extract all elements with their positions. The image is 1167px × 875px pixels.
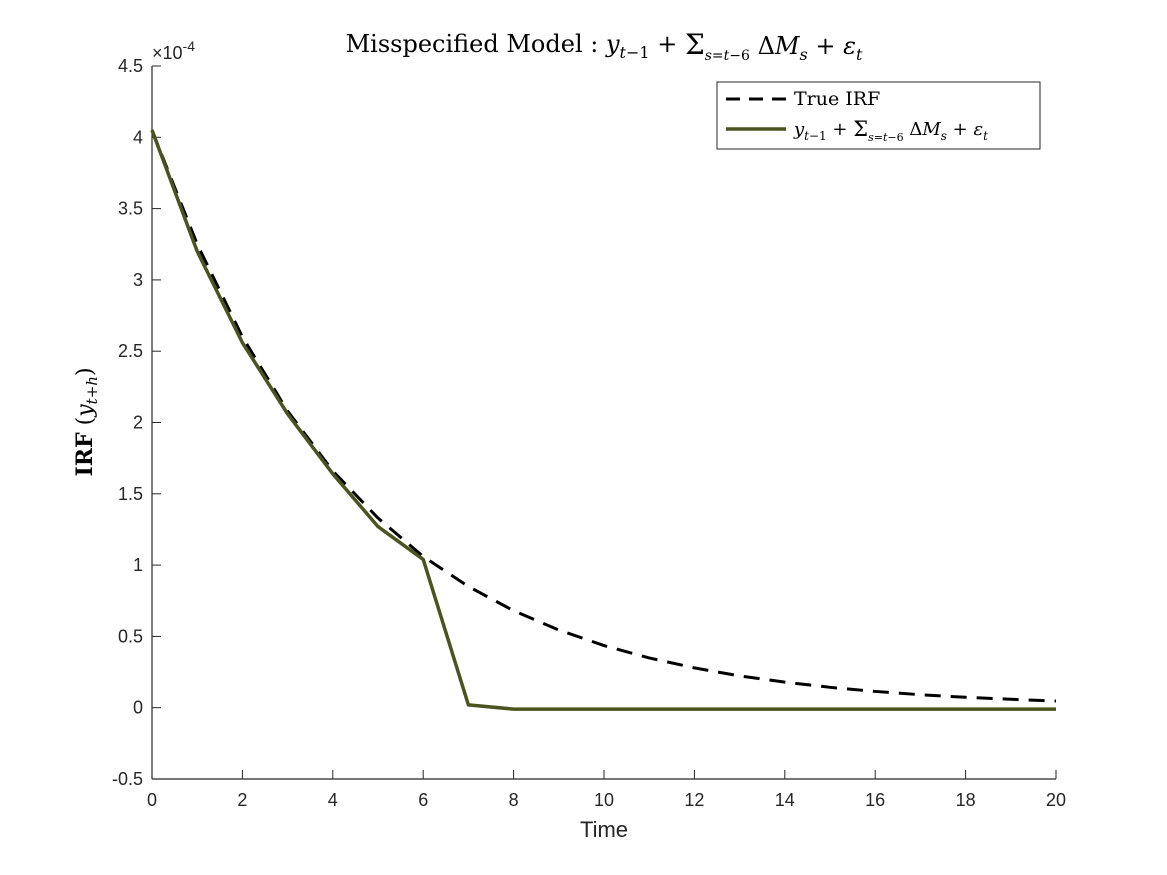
y-ticks: -0.5 0 0.5 1 1.5 2 2.5 3 3.5 4 4.5 xyxy=(112,56,161,789)
y-tick-label: 0.5 xyxy=(118,626,143,646)
chart-title-prefix: Misspecified Model : xyxy=(346,30,606,58)
y-tick-label: 0 xyxy=(133,698,143,718)
x-tick-label: 6 xyxy=(418,790,428,810)
y-tick-label: 2.5 xyxy=(118,341,143,361)
y-tick-label: 3 xyxy=(133,270,143,290)
x-tick-label: 18 xyxy=(956,790,976,810)
x-tick-label: 2 xyxy=(237,790,247,810)
y-exponent-label: ×10-4 xyxy=(152,38,195,63)
legend: True IRF yt−1 + Σs=t−6 ΔMs + εt xyxy=(716,81,1041,150)
x-tick-label: 10 xyxy=(594,790,614,810)
x-tick-label: 16 xyxy=(865,790,885,810)
y-tick-label: -0.5 xyxy=(112,769,143,789)
legend-label-true-irf: True IRF xyxy=(794,88,880,110)
x-tick-label: 20 xyxy=(1046,790,1066,810)
x-tick-label: 0 xyxy=(147,790,157,810)
y-tick-label: 2 xyxy=(133,413,143,433)
y-axis-label: IRF (yt+h) xyxy=(72,367,101,476)
y-tick-label: 4.5 xyxy=(118,56,143,76)
legend-label-misspecified: yt−1 + Σs=t−6 ΔMs + εt xyxy=(793,117,988,144)
series-layer xyxy=(150,129,1057,711)
y-tick-label: 3.5 xyxy=(118,199,143,219)
chart-title: Misspecified Model : yt−1 + Σs=t−6 ΔMs +… xyxy=(346,28,863,64)
x-tick-label: 4 xyxy=(328,790,338,810)
legend-box xyxy=(716,81,1041,150)
x-axis-label: Time xyxy=(580,817,628,842)
x-tick-label: 8 xyxy=(509,790,519,810)
axes xyxy=(151,66,1056,780)
x-ticks: 0 2 4 6 8 10 12 14 16 18 20 xyxy=(147,770,1066,810)
x-tick-label: 12 xyxy=(684,790,704,810)
series-line-misspecified xyxy=(150,129,1056,711)
y-tick-label: 1.5 xyxy=(118,484,143,504)
y-tick-label: 1 xyxy=(133,555,143,575)
x-tick-label: 14 xyxy=(775,790,795,810)
y-tick-label: 4 xyxy=(133,127,143,147)
series-line-true-irf xyxy=(150,129,1057,703)
y-axis-label-bold: IRF xyxy=(72,432,98,477)
